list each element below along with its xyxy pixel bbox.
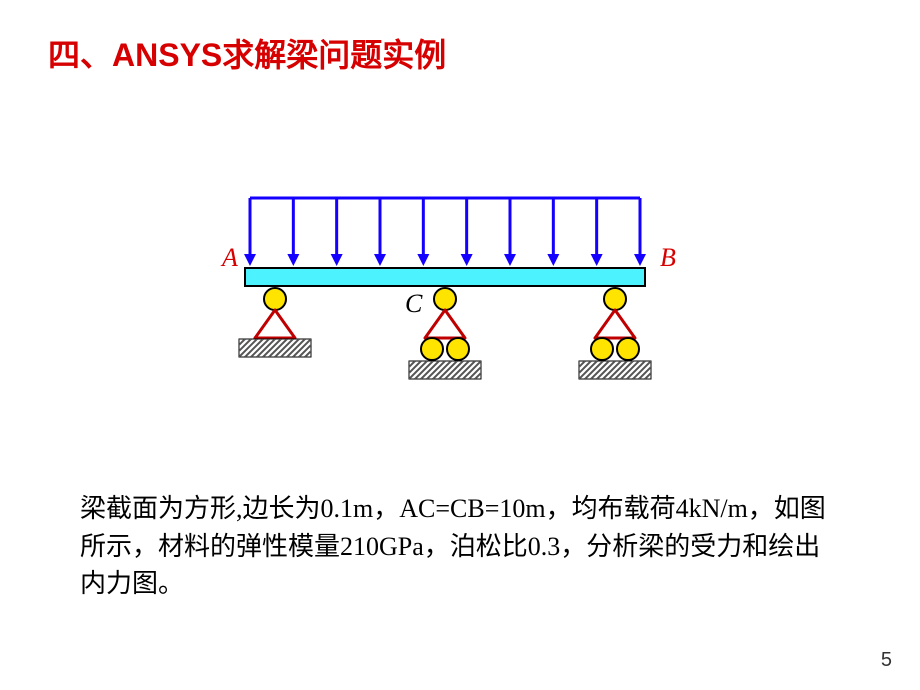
problem-description: 梁截面为方形,边长为0.1m，AC=CB=10m，均布载荷4kN/m，如图所示，… [80, 490, 840, 603]
slide-title: 四、ANSYS求解梁问题实例 [48, 30, 446, 76]
beam-diagram: A B C [200, 170, 700, 390]
slide-title-text: 四、ANSYS求解梁问题实例 [48, 37, 446, 73]
beam-diagram-svg: A B C [200, 170, 700, 390]
svg-text:A: A [220, 243, 238, 272]
svg-text:C: C [405, 289, 423, 318]
svg-text:B: B [660, 243, 676, 272]
page-number: 5 [881, 649, 892, 672]
